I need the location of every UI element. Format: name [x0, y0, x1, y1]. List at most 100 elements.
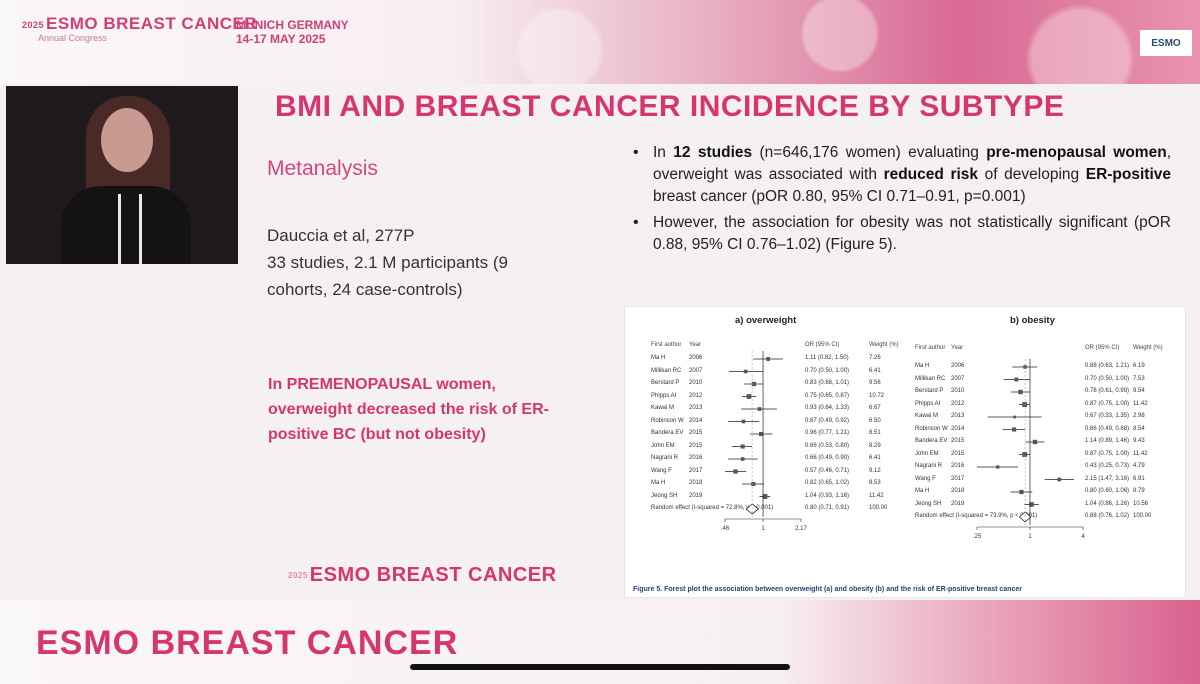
study-info: Dauccia et al, 277P 33 studies, 2.1 M pa…: [267, 222, 508, 303]
study-author: Nagrani R: [915, 463, 943, 469]
study-or: 0.87 (0.75, 1.00): [1085, 400, 1130, 407]
col-or-a: OR (95% CI): [805, 342, 840, 348]
bullet-dot-icon: •: [633, 214, 639, 231]
study-author: Bandera EV: [651, 430, 684, 436]
summary-diamond: [745, 503, 760, 515]
x-axis-tick-label: 2.17: [795, 526, 807, 532]
bullet-dot-icon: •: [633, 144, 639, 161]
study-author: Berstard P: [651, 380, 680, 386]
study-or: 0.78 (0.61, 0.99): [1085, 388, 1130, 394]
study-or: 0.57 (0.46, 0.71): [805, 467, 850, 474]
study-year: 2018: [951, 488, 965, 494]
study-or: 0.83 (0.68, 1.01): [805, 380, 850, 386]
study-year: 2014: [951, 425, 965, 432]
estimate-marker: [757, 407, 762, 411]
summary-or: 0.80 (0.71, 0.91): [805, 505, 850, 511]
study-year: 2012: [951, 400, 965, 407]
speaker-lanyard: [118, 194, 142, 264]
x-axis-tick-label: 1: [1028, 534, 1032, 540]
estimate-marker: [1012, 427, 1017, 432]
study-weight: 10.56: [1133, 500, 1149, 507]
estimate-marker: [996, 465, 1000, 469]
estimate-marker: [1029, 502, 1034, 507]
forest-plot-figure: a) overweight b) obesity First author Ye…: [624, 306, 1186, 598]
study-or: 0.43 (0.25, 0.73): [1085, 463, 1130, 469]
study-or: 1.04 (0.93, 1.16): [805, 492, 850, 499]
estimate-marker: [740, 457, 745, 461]
summary-weight: 100.00: [869, 505, 888, 511]
study-weight: 6.41: [869, 367, 881, 374]
venue-location: MUNICH GERMANY: [236, 18, 349, 32]
study-year: 2007: [951, 375, 965, 382]
footer-banner: [0, 600, 1200, 684]
col-year-b: Year: [951, 345, 964, 351]
forest-plot-marks: .46 1 2.17 .25 1 4: [721, 351, 1085, 540]
summary-diamond: [1018, 511, 1032, 523]
study-year: 2016: [689, 455, 703, 461]
study-weight: 8.51: [869, 430, 881, 436]
estimate-marker: [1014, 377, 1019, 382]
study-year: 2012: [689, 392, 703, 399]
speaker-video[interactable]: [6, 86, 238, 264]
speaker-face: [101, 108, 153, 172]
study-weight: 10.72: [869, 392, 885, 399]
study-weight: 7.53: [1133, 375, 1145, 382]
x-axis-tick-label: .25: [973, 534, 982, 540]
slide-brand-logo: 2025 ESMO BREAST CANCER: [288, 564, 557, 587]
study-or: 0.80 (0.60, 1.06): [1085, 488, 1130, 494]
estimate-marker: [1032, 439, 1038, 445]
logo-subtitle: Annual Congress: [38, 33, 108, 43]
estimate-marker: [743, 369, 748, 374]
study-weight: 8.53: [869, 480, 881, 486]
study-year: 2010: [951, 388, 965, 394]
study-weight: 6.19: [1133, 363, 1145, 369]
study-weight: 11.42: [869, 492, 884, 499]
study-year: 2013: [689, 405, 703, 411]
study-author: Bandera EV: [915, 438, 948, 444]
home-indicator[interactable]: [410, 664, 790, 670]
study-weight: 11.42: [1133, 400, 1148, 407]
key-finding-line: positive BC (but not obesity): [268, 426, 486, 443]
study-or: 0.70 (0.50, 1.00): [805, 367, 850, 374]
study-author: Kawai M: [651, 405, 675, 411]
bullet-text: However, the association for obesity was…: [653, 214, 1171, 253]
study-or: 0.67 (0.49, 0.92): [805, 417, 850, 424]
study-weight: 11.42: [1133, 450, 1148, 457]
venue-dates: 14-17 MAY 2025: [236, 32, 326, 46]
study-author: Nagrani R: [651, 455, 679, 461]
study-author: Berstard P: [915, 388, 944, 394]
study-author: Ma H: [915, 488, 930, 494]
study-or: 0.67 (0.33, 1.35): [1085, 413, 1130, 419]
study-or: 0.66 (0.49, 0.90): [805, 455, 850, 461]
study-author: Robinson W: [651, 417, 684, 424]
study-size: 33 studies, 2.1 M participants (9: [267, 253, 508, 272]
study-author: Jeong SH: [915, 500, 942, 507]
study-year: 2015: [689, 430, 703, 436]
study-year: 2019: [951, 500, 965, 507]
col-author-a: First author: [651, 342, 682, 348]
study-or: 2.15 (1.47, 3.16): [1085, 475, 1130, 482]
study-year: 2016: [951, 463, 965, 469]
study-author: Ma H: [651, 355, 666, 361]
study-design: cohorts, 24 case-controls): [267, 280, 463, 299]
study-author: John EM: [651, 442, 675, 449]
summary-weight: 100.00: [1133, 513, 1152, 519]
congress-logo: 2025 ESMO BREAST CANCER: [22, 14, 257, 34]
study-year: 2006: [689, 355, 703, 361]
col-or-b: OR (95% CI): [1085, 345, 1120, 351]
study-or: 0.82 (0.65, 1.02): [805, 480, 850, 486]
study-weight: 9.12: [869, 467, 881, 474]
bullet-item: • However, the association for obesity w…: [633, 212, 1171, 256]
bullet-item: • In 12 studies (n=646,176 women) evalua…: [633, 142, 1171, 208]
study-or: 1.11 (0.82, 1.50): [805, 355, 849, 361]
study-or: 0.75 (0.65, 0.87): [805, 392, 850, 399]
estimate-marker: [740, 444, 745, 449]
study-reference: Dauccia et al, 277P: [267, 226, 415, 245]
study-or: 0.87 (0.75, 1.00): [1085, 450, 1130, 457]
estimate-marker: [762, 494, 768, 499]
study-or: 1.04 (0.86, 1.26): [1085, 500, 1130, 507]
footer-logo: ESMO BREAST CANCER: [36, 624, 459, 662]
estimate-marker: [758, 431, 764, 437]
esmo-corner-logo: ESMO: [1140, 30, 1192, 56]
study-or: 0.96 (0.77, 1.21): [805, 430, 850, 436]
